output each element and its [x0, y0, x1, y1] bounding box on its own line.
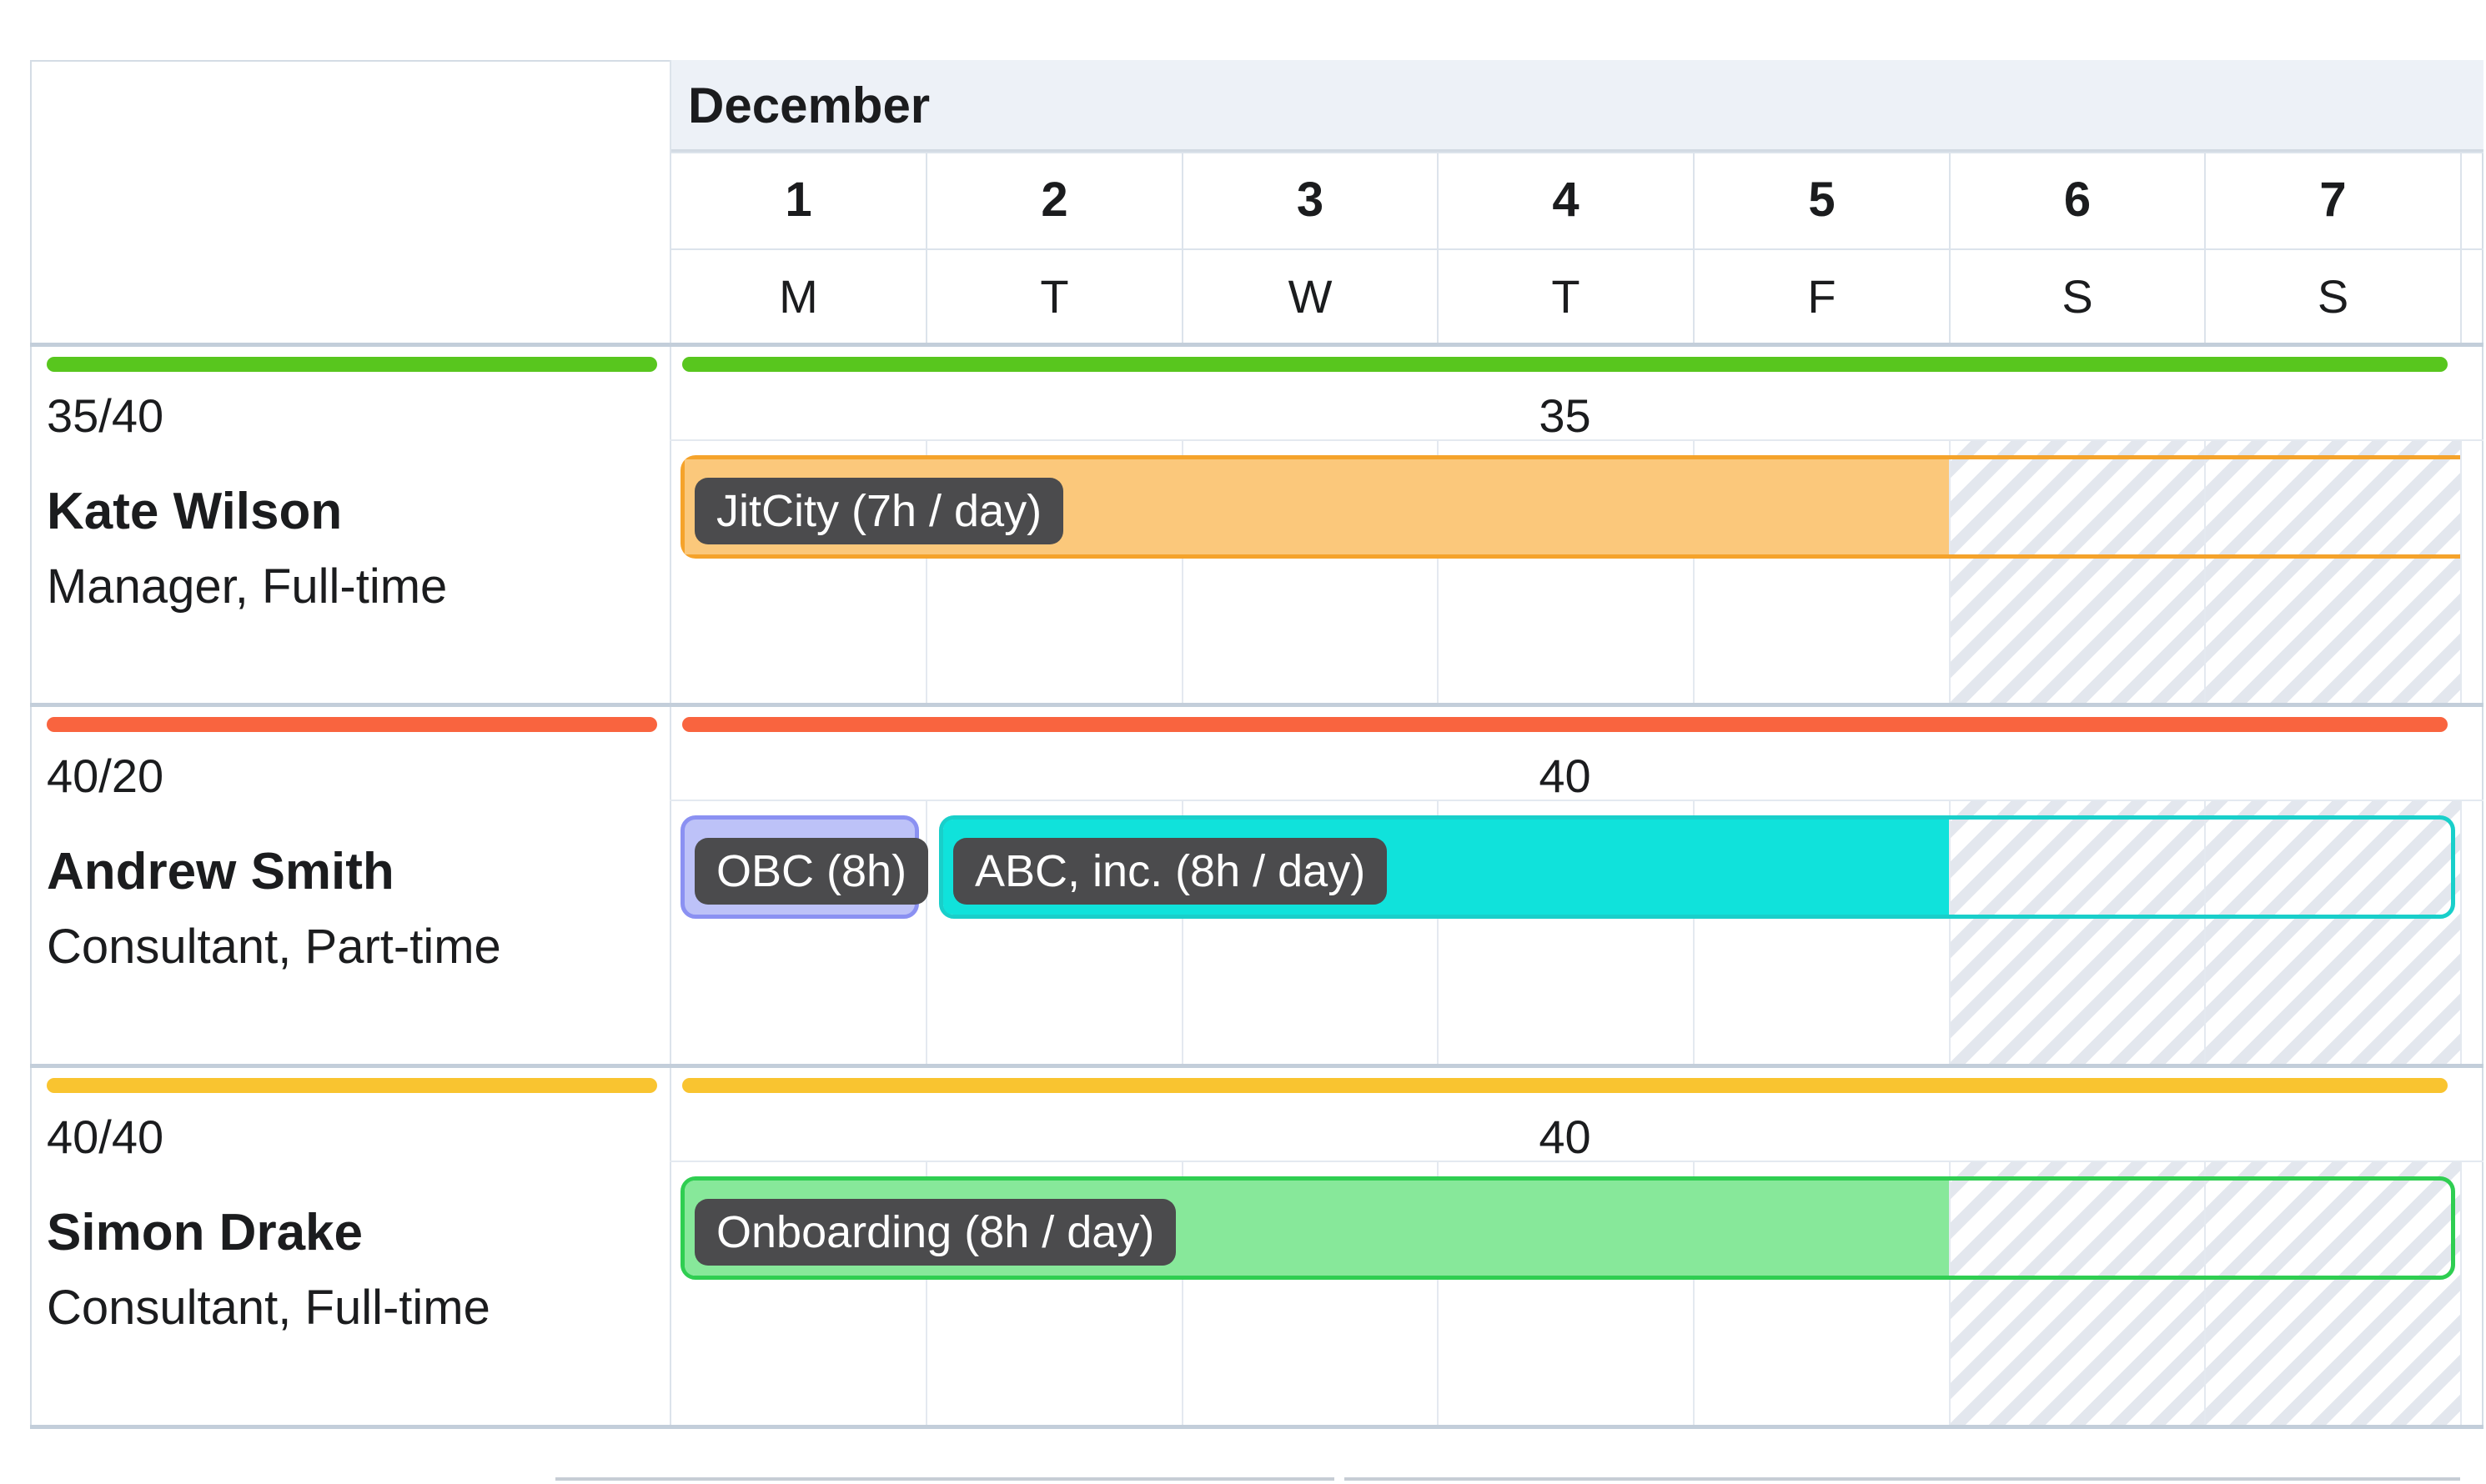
weekday-label-6: S — [1949, 248, 2204, 344]
task-lane-divider — [670, 439, 2483, 441]
divider — [1437, 800, 1439, 1064]
day-header-5: 5 — [1693, 152, 1949, 248]
allocation-label: 40/20 — [47, 750, 164, 802]
divider — [670, 60, 671, 1427]
weekday-label-7: S — [2204, 248, 2460, 344]
task-lane-divider — [670, 1161, 2483, 1162]
person-role: Manager, Full-time — [47, 559, 448, 614]
divider — [1693, 439, 1695, 703]
weekday-label-4: T — [1437, 248, 1693, 344]
task-bar-jitcity[interactable]: JitCity (7h / day) — [681, 455, 2460, 559]
divider — [1437, 1161, 1439, 1425]
divider — [926, 800, 927, 1064]
divider — [926, 439, 927, 703]
task-chip: ABC, inc. (8h / day) — [953, 838, 1388, 905]
scheduled-total: 40 — [1539, 1110, 1591, 1163]
person-role: Consultant, Full-time — [47, 1281, 490, 1335]
scheduled-total: 35 — [1539, 389, 1591, 442]
divider — [1182, 1161, 1183, 1425]
row-separator — [30, 703, 2483, 707]
task-chip: OBC (8h) — [695, 838, 929, 905]
divider — [1693, 800, 1695, 1064]
divider — [2204, 1161, 2206, 1425]
allocation-label: 35/40 — [47, 389, 164, 442]
day-header-1: 1 — [670, 152, 926, 248]
person-role: Consultant, Part-time — [47, 920, 501, 974]
divider — [1949, 1161, 1951, 1425]
divider — [1949, 439, 1951, 703]
weekday-label-1: M — [670, 248, 926, 344]
scheduled-total: 40 — [1539, 750, 1591, 802]
divider — [2460, 1161, 2462, 1425]
capacity-bar-timeline — [682, 357, 2448, 372]
row-separator — [30, 1425, 2483, 1429]
day-header-3: 3 — [1182, 152, 1437, 248]
divider — [926, 1161, 927, 1425]
divider — [670, 248, 2483, 250]
divider — [2204, 800, 2206, 1064]
task-lane-divider — [670, 800, 2483, 801]
divider — [1182, 800, 1183, 1064]
row-separator — [30, 1064, 2483, 1068]
weekday-label-5: F — [1693, 248, 1949, 344]
task-bar-abc[interactable]: ABC, inc. (8h / day) — [939, 815, 2455, 919]
divider — [670, 152, 2483, 153]
divider — [2460, 439, 2462, 703]
allocation-label: 40/40 — [47, 1110, 164, 1163]
weekday-label-2: T — [926, 248, 1182, 344]
divider — [1182, 439, 1183, 703]
day-header-4: 4 — [1437, 152, 1693, 248]
capacity-bar-left — [47, 357, 657, 372]
row-separator — [30, 343, 2483, 347]
day-header-7: 7 — [2204, 152, 2460, 248]
day-header-2: 2 — [926, 152, 1182, 248]
capacity-bar-left — [47, 1078, 657, 1093]
divider — [1949, 800, 1951, 1064]
task-bar-onboarding[interactable]: Onboarding (8h / day) — [681, 1176, 2455, 1280]
day-header-6: 6 — [1949, 152, 2204, 248]
capacity-bar-left — [47, 717, 657, 732]
cutoff-row-fragment — [555, 1477, 1334, 1481]
task-bar-obc[interactable]: OBC (8h) — [681, 815, 929, 919]
capacity-bar-timeline — [682, 1078, 2448, 1093]
divider — [1437, 439, 1439, 703]
month-label: December — [688, 78, 931, 133]
divider — [2460, 800, 2462, 1064]
divider — [1693, 1161, 1695, 1425]
divider — [2204, 439, 2206, 703]
person-name: Simon Drake — [47, 1204, 364, 1261]
weekday-label-3: W — [1182, 248, 1437, 344]
divider — [2460, 152, 2462, 344]
month-header-band — [670, 60, 2483, 152]
capacity-bar-timeline — [682, 717, 2448, 732]
task-chip: JitCity (7h / day) — [695, 478, 1064, 544]
person-name: Kate Wilson — [47, 483, 343, 540]
person-name: Andrew Smith — [47, 843, 394, 900]
cutoff-row-fragment — [1344, 1477, 2460, 1481]
task-chip: Onboarding (8h / day) — [695, 1199, 1177, 1266]
